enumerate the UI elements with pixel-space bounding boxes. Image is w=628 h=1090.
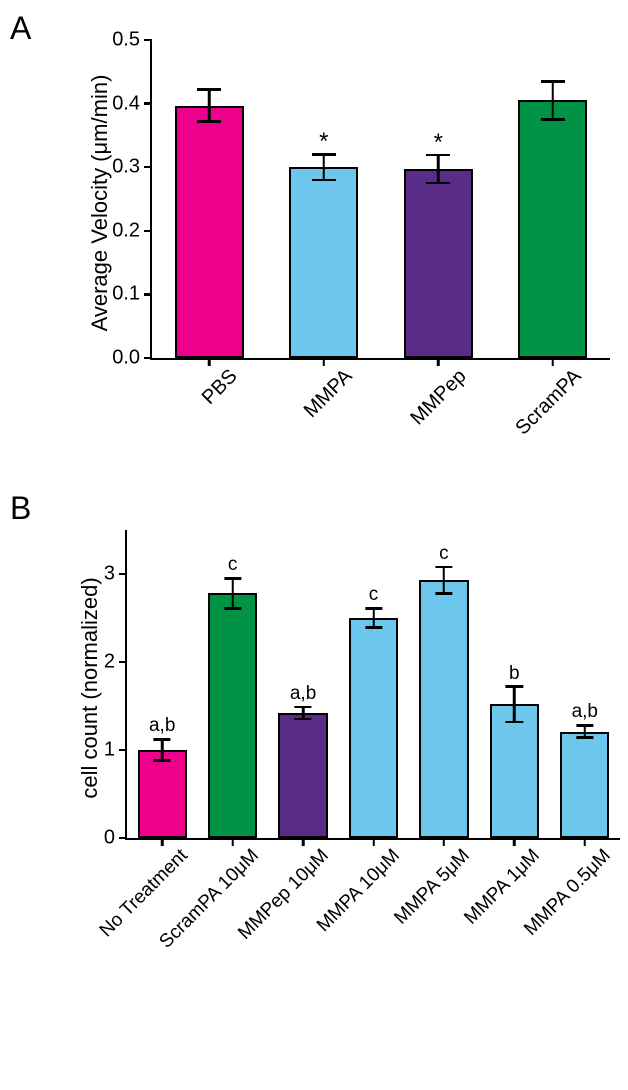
bar-annotation: a,b [290,683,316,705]
error-cap [365,607,382,610]
error-cap [224,607,241,610]
error-cap [197,88,221,91]
x-tick-label: PBS [191,358,243,410]
bar [138,750,187,838]
y-tick-label: 0.0 [112,347,152,370]
error-cap [294,718,311,721]
bar [349,618,398,838]
error-bar [323,154,326,179]
error-cap [154,738,171,741]
y-tick-label: 0.4 [112,92,152,115]
error-cap [435,592,452,595]
error-cap [506,721,523,724]
error-cap [154,759,171,762]
error-bar [552,81,555,119]
bar [404,169,473,358]
bar [490,704,539,838]
y-tick-label: 0.1 [112,283,152,306]
error-cap [365,626,382,629]
panel-a-y-axis-label: Average Velocity (μm/min) [87,73,113,333]
error-cap [294,706,311,709]
bar [278,713,327,838]
bar [419,580,468,838]
y-tick-label: 0.2 [112,219,152,242]
error-bar [443,567,446,593]
bar [208,593,257,838]
figure-container: A 0.00.10.20.30.40.5PBS*MMPA*MMPepScramP… [0,0,628,1090]
error-bar [513,687,516,722]
panel-a: A 0.00.10.20.30.40.5PBS*MMPA*MMPepScramP… [10,10,618,480]
x-tick-label: MMPep [400,358,472,430]
x-tick [437,358,440,366]
bar-annotation: c [228,554,238,576]
bar [518,100,587,358]
error-cap [576,724,593,727]
y-tick-label: 2 [104,651,127,674]
x-tick [552,358,555,366]
x-tick [208,358,211,366]
error-cap [435,566,452,569]
bar [560,732,609,838]
y-tick-label: 0.5 [112,29,152,52]
panel-b-plot-region: 0123a,bNo TreatmentcScramPA 10μMa,bMMPep… [125,530,620,840]
bar-annotation: * [319,128,328,156]
error-cap [541,118,565,121]
error-cap [197,120,221,123]
error-cap [224,577,241,580]
panel-b-chart: 0123a,bNo TreatmentcScramPA 10μMa,bMMPep… [125,530,620,840]
panel-a-chart: 0.00.10.20.30.40.5PBS*MMPA*MMPepScramPA … [150,40,610,360]
y-tick-label: 1 [104,739,127,762]
x-tick-label: MMPA [292,358,357,423]
error-cap [541,80,565,83]
bar-annotation: a,b [149,715,175,737]
error-bar [372,608,375,627]
bar [289,167,358,358]
bar-annotation: * [434,129,443,157]
y-tick-label: 3 [104,563,127,586]
y-tick-label: 0 [104,827,127,850]
error-cap [426,182,450,185]
error-cap [576,736,593,739]
error-bar [208,90,211,122]
error-bar [231,578,234,608]
bar [175,106,244,358]
bar-annotation: c [439,543,449,565]
panel-b-y-axis-label: cell count (normalized) [77,568,103,808]
bar-annotation: c [369,584,379,606]
x-tick-label: MMPA 5μM [383,838,474,929]
bar-annotation: a,b [572,701,598,723]
error-cap [312,179,336,182]
panel-a-label: A [10,10,31,47]
y-tick-label: 0.3 [112,156,152,179]
panel-b-label: B [10,490,31,527]
bar-annotation: b [509,663,520,685]
panel-b: B 0123a,bNo TreatmentcScramPA 10μMa,bMMP… [10,500,618,1060]
error-bar [437,155,440,183]
error-cap [506,685,523,688]
x-tick [323,358,326,366]
panel-a-plot-region: 0.00.10.20.30.40.5PBS*MMPA*MMPepScramPA [150,40,610,360]
error-bar [161,739,164,760]
x-tick-label: ScramPA [504,358,586,440]
